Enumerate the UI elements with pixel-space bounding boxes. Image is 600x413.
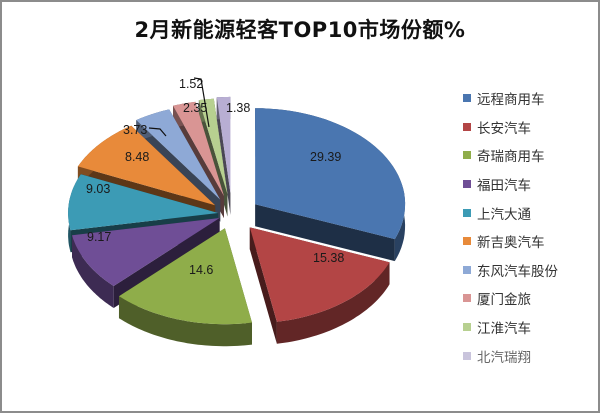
legend-swatch: [463, 151, 471, 160]
legend-swatch: [463, 237, 471, 246]
legend-item: 东风汽车股份: [463, 256, 598, 285]
pie-slices: [68, 96, 406, 347]
legend-swatch: [463, 122, 471, 131]
pie-slice: [216, 96, 231, 215]
legend-label: 新吉奥汽车: [477, 235, 545, 252]
legend-swatch: [463, 351, 471, 360]
legend-swatch: [463, 265, 471, 274]
pie-slice: [118, 228, 252, 347]
legend-swatch: [463, 323, 471, 332]
data-label: 1.52: [179, 77, 203, 91]
data-label: 1.38: [226, 101, 250, 115]
legend-item: 上汽大通: [463, 198, 598, 227]
legend-item: 江淮汽车: [463, 313, 598, 342]
data-label: 15.38: [313, 251, 344, 265]
legend-item: 长安汽车: [463, 113, 598, 142]
legend-label: 长安汽车: [477, 120, 531, 137]
legend-item: 新吉奥汽车: [463, 227, 598, 256]
data-label: 2.35: [183, 101, 207, 115]
legend-item: 北汽瑞翔: [463, 341, 598, 370]
legend-item: 厦门金旅: [463, 284, 598, 313]
legend-item: 福田汽车: [463, 170, 598, 199]
pie-labels: 29.39 15.38 14.6 9.17 9.03 8.48 3.73 2.35 1.52 1.…: [86, 77, 344, 277]
legend-swatch: [463, 294, 471, 303]
data-label: 8.48: [125, 150, 149, 164]
leader-lines: [148, 77, 210, 137]
legend-swatch: [463, 180, 471, 189]
data-label: 9.03: [86, 182, 110, 196]
pie-slice: [249, 227, 390, 344]
legend-swatch: [463, 94, 471, 103]
legend-label: 厦门金旅: [477, 292, 531, 309]
legend-label: 奇瑞商用车: [477, 149, 545, 166]
chart-legend: 远程商用车 长安汽车 奇瑞商用车 福田汽车 上汽大通 新吉奥汽车 东风汽车股份 …: [463, 84, 598, 370]
legend-label: 江淮汽车: [477, 321, 531, 338]
data-label: 14.6: [189, 263, 213, 277]
legend-label: 北汽瑞翔: [477, 349, 531, 366]
data-label: 3.73: [123, 123, 147, 137]
legend-item: 奇瑞商用车: [463, 141, 598, 170]
pie-slice: [255, 108, 406, 262]
legend-label: 远程商用车: [477, 92, 545, 109]
legend-label: 福田汽车: [477, 178, 531, 195]
legend-swatch: [463, 208, 471, 217]
data-label: 29.39: [310, 150, 341, 164]
legend-label: 上汽大通: [477, 206, 531, 223]
legend-label: 东风汽车股份: [477, 263, 558, 280]
legend-item: 远程商用车: [463, 84, 598, 113]
data-label: 9.17: [87, 230, 111, 244]
chart-title: 2月新能源轻客TOP10市场份额%: [134, 18, 466, 42]
